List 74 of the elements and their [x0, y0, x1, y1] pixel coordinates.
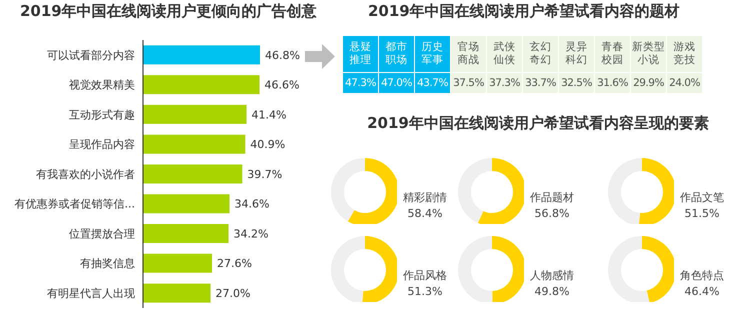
category-label: 青春校园 [600, 41, 624, 67]
data-label: 32.5% [559, 73, 594, 93]
category-label: 历史军事 [420, 41, 444, 67]
slice-label: 角色特点 [679, 268, 725, 284]
slice-label: 人物感情 [529, 268, 575, 284]
category-label: 官场商战 [456, 41, 480, 67]
donut-slice [608, 158, 642, 224]
donut-slice [348, 158, 397, 224]
data-label: 34.6% [234, 198, 270, 211]
data-label: 43.7% [415, 73, 450, 93]
donut-slice [458, 236, 492, 302]
y-tick-label: 呈现作品内容 [69, 138, 135, 152]
bar [143, 104, 246, 124]
bar [143, 254, 212, 273]
chart-title: 2019年中国在线阅读用户更倾向的广告创意 [20, 2, 317, 21]
text: 2019年中国在线阅读用户希望试看内容呈现的要素 [366, 114, 710, 133]
bar [143, 194, 230, 214]
data-label: 46.4% [684, 284, 720, 300]
donut-slice [638, 158, 674, 224]
category-label: 新类型小说 [631, 41, 666, 67]
donut-slice [478, 158, 524, 224]
y-tick-label: 有抽奖信息 [80, 257, 135, 270]
category-label: 游戏竞技 [672, 41, 696, 67]
slice-label: 作品文笔 [679, 190, 725, 206]
donut-slice [492, 236, 524, 302]
category-label: 悬疑推理 [348, 41, 372, 67]
data-label: 46.6% [264, 78, 300, 92]
donut-slice [331, 236, 365, 302]
bar [143, 134, 246, 154]
slice-label: 精彩剧情 [402, 190, 448, 206]
data-label: 34.2% [234, 227, 268, 240]
donut-slice [458, 158, 492, 223]
data-label: 37.5% [451, 73, 486, 93]
bar [143, 224, 228, 244]
donut-slice [642, 236, 674, 302]
slice-label: 作品风格 [402, 268, 448, 284]
y-tick-label: 可以试看部分内容 [47, 48, 135, 62]
data-label: 51.3% [406, 284, 444, 300]
data-label: 49.8% [534, 284, 570, 300]
bar [143, 164, 242, 184]
bar [143, 75, 260, 94]
data-label: 51.5% [684, 206, 720, 222]
data-label: 47.3% [343, 73, 378, 93]
donut-slice [362, 236, 397, 302]
data-label: 56.8% [534, 206, 570, 222]
data-label: 41.4% [252, 108, 286, 122]
category-label: 都市职场 [384, 41, 408, 67]
data-label: 31.6% [595, 73, 630, 93]
donut-slice [608, 236, 650, 302]
text: 2019年中国在线阅读用户希望试看内容的题材 [368, 2, 680, 21]
data-label: 58.4% [406, 206, 444, 222]
data-label: 47.0% [379, 73, 414, 93]
y-tick-label: 视觉效果精美 [69, 78, 135, 92]
data-label: 40.9% [250, 138, 286, 152]
y-tick-label: 有我喜欢的小说作者 [36, 168, 135, 181]
y-tick-label: 有优惠券或者促销等信... [14, 198, 135, 211]
data-label: 46.8% [265, 48, 300, 62]
y-tick-label: 位置摆放合理 [69, 227, 135, 240]
category-label: 玄幻奇幻 [528, 41, 552, 67]
bar [143, 284, 210, 303]
donut-slice [331, 158, 365, 222]
category-label: 灵异科幻 [564, 41, 588, 67]
data-label: 37.3% [487, 73, 522, 93]
category-label: 武侠仙侠 [492, 41, 516, 67]
y-tick-label: 互动形式有趣 [69, 108, 135, 122]
bar [143, 45, 260, 64]
data-label: 27.6% [217, 257, 252, 270]
data-label: 24.0% [667, 73, 702, 93]
data-label: 29.9% [631, 73, 666, 93]
slice-label: 作品题材 [529, 190, 575, 206]
data-label: 39.7% [247, 168, 282, 181]
y-tick-label: 有明星代言人出现 [47, 287, 135, 300]
data-label: 33.7% [523, 73, 558, 93]
data-label: 27.0% [216, 286, 250, 300]
